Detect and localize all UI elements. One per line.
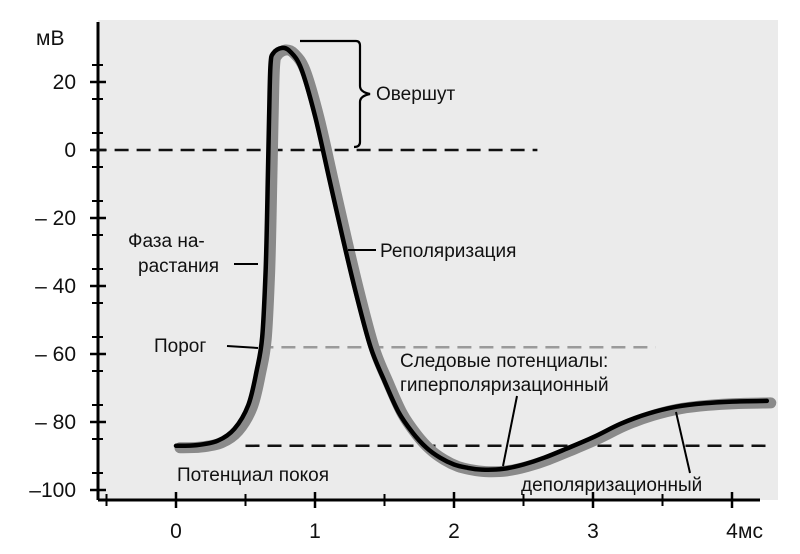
overshoot-label: Овершут [376, 84, 456, 105]
x-tick-label: 3 [587, 520, 599, 543]
x-tick-label: 1 [309, 520, 321, 543]
x-unit-label: мс [738, 520, 763, 543]
x-tick-label: 4 [726, 520, 738, 543]
y-tick-label: – 80 [35, 411, 76, 434]
y-tick-label: –100 [29, 479, 76, 502]
y-tick-label: 20 [53, 71, 76, 94]
rising-phase-label-2: растания [138, 256, 219, 277]
action-potential-curve-shadow [174, 44, 777, 478]
y-unit-label: мВ [36, 27, 64, 50]
hyperpolarizing-leader [502, 395, 518, 467]
ticks-layer: 20 0 – 20 – 40 – 60 – 80 –100 0 1 2 3 4 [29, 64, 738, 543]
y-tick-label: – 60 [35, 343, 76, 366]
plot-background [98, 20, 778, 500]
reference-lines-layer [92, 148, 767, 448]
y-tick-label: – 40 [35, 275, 76, 298]
x-tick-label: 0 [170, 520, 182, 543]
afterpotentials-label-2: гиперполяризационный [400, 375, 609, 396]
x-tick-label: 2 [448, 520, 460, 543]
resting-potential-label: Потенциал покоя [177, 465, 329, 486]
curve-layer [173, 44, 777, 478]
afterpotentials-label-1: Следовые потенциалы: [400, 351, 608, 372]
y-tick-label: – 20 [35, 207, 76, 230]
depolarizing-leader [675, 411, 691, 474]
depolarizing-label: деполяризационный [521, 475, 702, 496]
action-potential-curve [173, 45, 770, 472]
overshoot-brace [300, 39, 371, 149]
threshold-label: Порог [154, 336, 206, 357]
repolarization-label: Реполяризация [380, 241, 516, 262]
threshold-leader [226, 345, 259, 349]
rising-phase-label-1: Фаза на- [128, 231, 205, 252]
y-tick-label: 0 [64, 139, 76, 162]
